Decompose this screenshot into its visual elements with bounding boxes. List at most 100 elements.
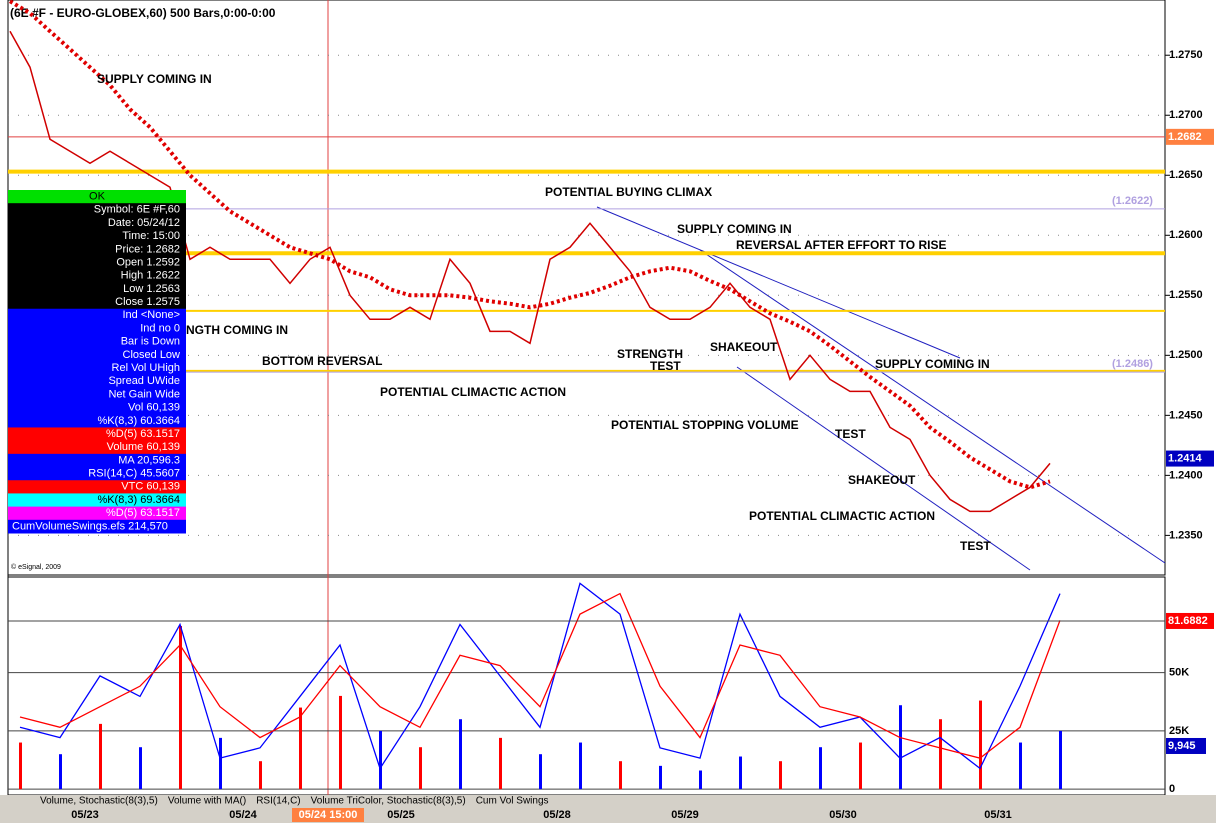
tab[interactable]: Volume with MA() <box>168 796 246 807</box>
y-tick-label: 1.2500 <box>1169 349 1203 361</box>
info-row-text: Open 1.2592 <box>116 256 180 268</box>
info-row <box>8 308 186 323</box>
volume-bar <box>219 737 222 790</box>
y-tick-label: 50K <box>1169 666 1189 678</box>
annotation: NGTH COMING IN <box>186 323 288 337</box>
volume-bar <box>379 730 382 790</box>
annotation: REVERSAL AFTER EFFORT TO RISE <box>736 238 946 252</box>
info-row-text: Date: 05/24/12 <box>108 217 180 229</box>
volume-bar <box>539 754 542 790</box>
tab[interactable]: Volume TriColor, Stochastic(8(3),5) <box>311 796 466 807</box>
annotation: TEST <box>960 539 991 553</box>
y-tick-label: 1.2650 <box>1169 169 1203 181</box>
y-tick-label: 0 <box>1169 783 1175 795</box>
volume-bar <box>99 723 102 790</box>
volume-bar <box>779 761 782 790</box>
trend-line <box>699 249 1166 564</box>
y-tick-label: 1.2350 <box>1169 529 1203 541</box>
info-row-text: Vol 60,139 <box>128 402 180 414</box>
annotation: STRENGTH <box>617 347 683 361</box>
info-row <box>8 374 186 389</box>
y-tick-label: 1.2550 <box>1169 289 1203 301</box>
volume-bar <box>619 761 622 790</box>
info-row <box>8 467 186 481</box>
volume-bar <box>259 761 262 790</box>
trend-line <box>596 206 961 359</box>
y-tick-label: 1.2450 <box>1169 409 1203 421</box>
volume-bar <box>579 742 582 790</box>
volume-bar <box>139 747 142 790</box>
tab[interactable]: RSI(14,C) <box>256 796 300 807</box>
x-tick-label: 05/29 <box>671 809 699 821</box>
level-label: (1.2486) <box>1112 358 1153 370</box>
x-tick-label: 05/23 <box>71 809 99 821</box>
info-row-text: Rel Vol UHigh <box>112 362 180 374</box>
info-row <box>8 361 186 376</box>
volume-bar <box>899 705 902 790</box>
price-pane <box>7 0 1166 576</box>
volume-bar <box>499 737 502 790</box>
price-box-label: 1.2682 <box>1168 131 1202 143</box>
info-row-text: %K(8,3) 60.3664 <box>97 415 180 427</box>
info-row <box>8 427 186 442</box>
volume-bar <box>939 719 942 790</box>
volume-bar <box>819 747 822 790</box>
tab[interactable]: Cum Vol Swings <box>476 796 549 807</box>
volume-bar <box>339 695 342 790</box>
value-box <box>1166 737 1206 754</box>
annotation: SUPPLY COMING IN <box>97 72 212 86</box>
info-row <box>8 401 186 415</box>
info-row-text: MA 20,596.3 <box>118 454 180 466</box>
x-tick-label: 05/24 <box>229 809 257 821</box>
info-row-text: Spread UWide <box>108 375 180 387</box>
info-row-text: %D(5) 63.1517 <box>106 507 180 519</box>
volume-bar <box>859 742 862 790</box>
y-tick-label: 1.2400 <box>1169 469 1203 481</box>
y-tick-label: 1.2600 <box>1169 229 1203 241</box>
info-row <box>8 348 186 362</box>
price-box-label: 1.2414 <box>1168 452 1203 464</box>
info-row <box>8 493 186 508</box>
volume-bar <box>419 747 422 790</box>
value-box-label: 81.6882 <box>1168 615 1208 627</box>
info-row-text: Net Gain Wide <box>108 388 180 400</box>
volume-bar <box>659 765 662 790</box>
trend-line <box>736 366 1031 571</box>
annotation: POTENTIAL CLIMACTIC ACTION <box>380 385 566 399</box>
annotation: POTENTIAL BUYING CLIMAX <box>545 185 712 199</box>
volume-bar <box>979 700 982 790</box>
annotation: TEST <box>650 359 681 373</box>
tab[interactable]: Volume, Stochastic(8(3),5) <box>40 796 158 807</box>
info-row <box>8 242 186 257</box>
x-tick-label: 05/25 <box>387 809 415 821</box>
volume-bar <box>299 707 302 790</box>
info-row <box>8 321 186 336</box>
info-row-text: Symbol: 6E #F,60 <box>94 204 180 216</box>
info-row <box>8 387 186 402</box>
info-row <box>8 506 186 521</box>
info-row <box>8 269 186 283</box>
info-row-text: Time: 15:00 <box>122 230 180 242</box>
info-row-text: %K(8,3) 69.3664 <box>97 494 180 506</box>
info-row-text: Low 1.2563 <box>123 283 180 295</box>
info-row-text: Close 1.2575 <box>115 296 180 308</box>
annotation: TEST <box>835 427 866 441</box>
x-tick-label: 05/24 15:00 <box>299 809 358 821</box>
y-tick-label: 1.2750 <box>1169 49 1203 61</box>
info-row-text: Ind <None> <box>123 309 181 321</box>
info-row-text: Closed Low <box>123 349 181 361</box>
volume-bar <box>1019 742 1022 790</box>
cursor-date-box <box>292 808 364 822</box>
info-row <box>8 480 186 494</box>
info-row <box>8 414 186 428</box>
info-row <box>8 440 186 455</box>
info-row-text: Volume 60,139 <box>107 441 180 453</box>
info-row <box>8 229 186 244</box>
annotation: BOTTOM REVERSAL <box>262 354 382 368</box>
info-row-text: Ind no 0 <box>140 322 180 334</box>
annotation: SUPPLY COMING IN <box>677 222 792 236</box>
value-box <box>1166 612 1214 629</box>
